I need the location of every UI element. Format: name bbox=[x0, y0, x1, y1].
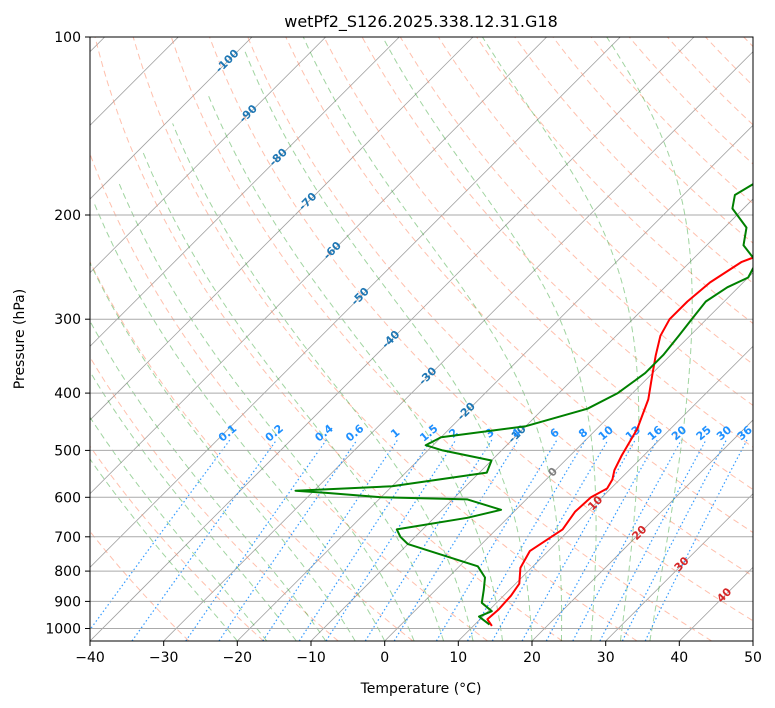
x-tick-label: −20 bbox=[223, 650, 253, 666]
x-tick-label: −10 bbox=[296, 650, 326, 666]
dry-adiabat-line bbox=[247, 37, 753, 577]
moist-adiabat-line bbox=[481, 37, 640, 641]
isotherm-line bbox=[90, 37, 547, 495]
y-tick-label: 300 bbox=[54, 312, 81, 328]
moist-adiabat-line bbox=[243, 49, 533, 641]
x-axis-label: Temperature (°C) bbox=[360, 681, 482, 697]
mixing-ratio-line bbox=[262, 439, 399, 641]
y-tick-label: 400 bbox=[54, 386, 81, 402]
mixing-ratio-line bbox=[621, 439, 727, 641]
dry-adiabat-line bbox=[132, 37, 638, 641]
x-tick-label: 50 bbox=[744, 650, 762, 666]
dry-adiabat-line bbox=[94, 37, 563, 641]
mixing-ratio-line bbox=[599, 439, 707, 641]
x-tick-label: 40 bbox=[670, 650, 688, 666]
mixing-ratio-line bbox=[466, 439, 587, 641]
isotherm-line bbox=[605, 493, 753, 641]
isotherm-line bbox=[90, 37, 474, 421]
moist-adiabat-line bbox=[90, 320, 327, 641]
moist-adiabat-line bbox=[90, 370, 297, 641]
moist-adiabat-line bbox=[93, 201, 386, 641]
temperature-profile-line bbox=[486, 256, 753, 627]
dry-adiabat-line bbox=[90, 260, 414, 641]
isotherm-line bbox=[90, 37, 253, 200]
isotherm-line bbox=[237, 124, 753, 641]
dry-adiabat-line bbox=[514, 37, 753, 284]
y-tick-label: 800 bbox=[54, 564, 81, 580]
plot-frame bbox=[89, 36, 754, 642]
dry-adiabat-line bbox=[170, 37, 712, 641]
dry-adiabat-line bbox=[209, 37, 753, 622]
x-tick-label: −40 bbox=[75, 650, 105, 666]
isotherm-line bbox=[90, 37, 326, 274]
isotherm-line bbox=[90, 37, 400, 347]
x-tick-label: −30 bbox=[149, 650, 179, 666]
isotherm-line bbox=[531, 419, 753, 641]
chart-title: wetPf2_S126.2025.338.12.31.G18 bbox=[284, 12, 558, 32]
x-tick-label: 10 bbox=[449, 650, 467, 666]
mixing-ratio-line bbox=[393, 439, 519, 641]
moist-adiabat-line bbox=[207, 94, 503, 641]
x-tick-label: 0 bbox=[380, 650, 389, 666]
y-tick-label: 200 bbox=[54, 208, 81, 224]
dry-adiabat-line bbox=[476, 37, 753, 325]
moist-adiabat-line bbox=[382, 37, 597, 641]
dry-adiabat-line bbox=[323, 37, 753, 491]
isotherm-line bbox=[163, 51, 753, 641]
mixing-ratio-line bbox=[298, 439, 432, 641]
mixing-ratio-line bbox=[185, 439, 327, 641]
isotherm-line bbox=[90, 37, 621, 568]
y-tick-label: 1000 bbox=[45, 622, 81, 638]
moist-adiabat-line bbox=[90, 261, 356, 641]
dry-adiabat-line bbox=[628, 37, 753, 165]
mixing-ratio-line bbox=[131, 439, 278, 641]
moist-adiabat-line bbox=[302, 37, 563, 641]
moist-adiabat-line bbox=[606, 37, 693, 641]
dry-adiabat-line bbox=[399, 37, 753, 406]
isotherm-line bbox=[90, 37, 695, 641]
mixing-ratio-line bbox=[90, 439, 231, 631]
moist-adiabat-line bbox=[90, 416, 268, 641]
x-tick-label: 20 bbox=[523, 650, 541, 666]
isotherm-line bbox=[458, 345, 753, 641]
mixing-ratio-line bbox=[435, 439, 558, 641]
y-tick-label: 900 bbox=[54, 594, 81, 610]
moist-adiabat-line bbox=[117, 180, 415, 641]
y-tick-label: 600 bbox=[54, 490, 81, 506]
mixing-ratio-line bbox=[218, 439, 358, 641]
mixing-ratio-line bbox=[644, 439, 748, 641]
y-tick-label: 700 bbox=[54, 530, 81, 546]
y-tick-label: 500 bbox=[54, 443, 81, 459]
x-tick-label: 30 bbox=[597, 650, 615, 666]
mixing-ratio-line bbox=[491, 439, 609, 641]
mixing-ratio-line bbox=[521, 439, 636, 641]
dry-adiabat-line bbox=[90, 445, 264, 641]
y-axis-label: Pressure (hPa) bbox=[12, 289, 28, 389]
isotherm-line bbox=[384, 272, 753, 641]
y-tick-label: 100 bbox=[54, 30, 81, 46]
dewpoint-profile-line bbox=[294, 183, 753, 626]
dry-adiabat-line bbox=[361, 37, 753, 448]
dry-adiabat-line bbox=[590, 37, 753, 205]
